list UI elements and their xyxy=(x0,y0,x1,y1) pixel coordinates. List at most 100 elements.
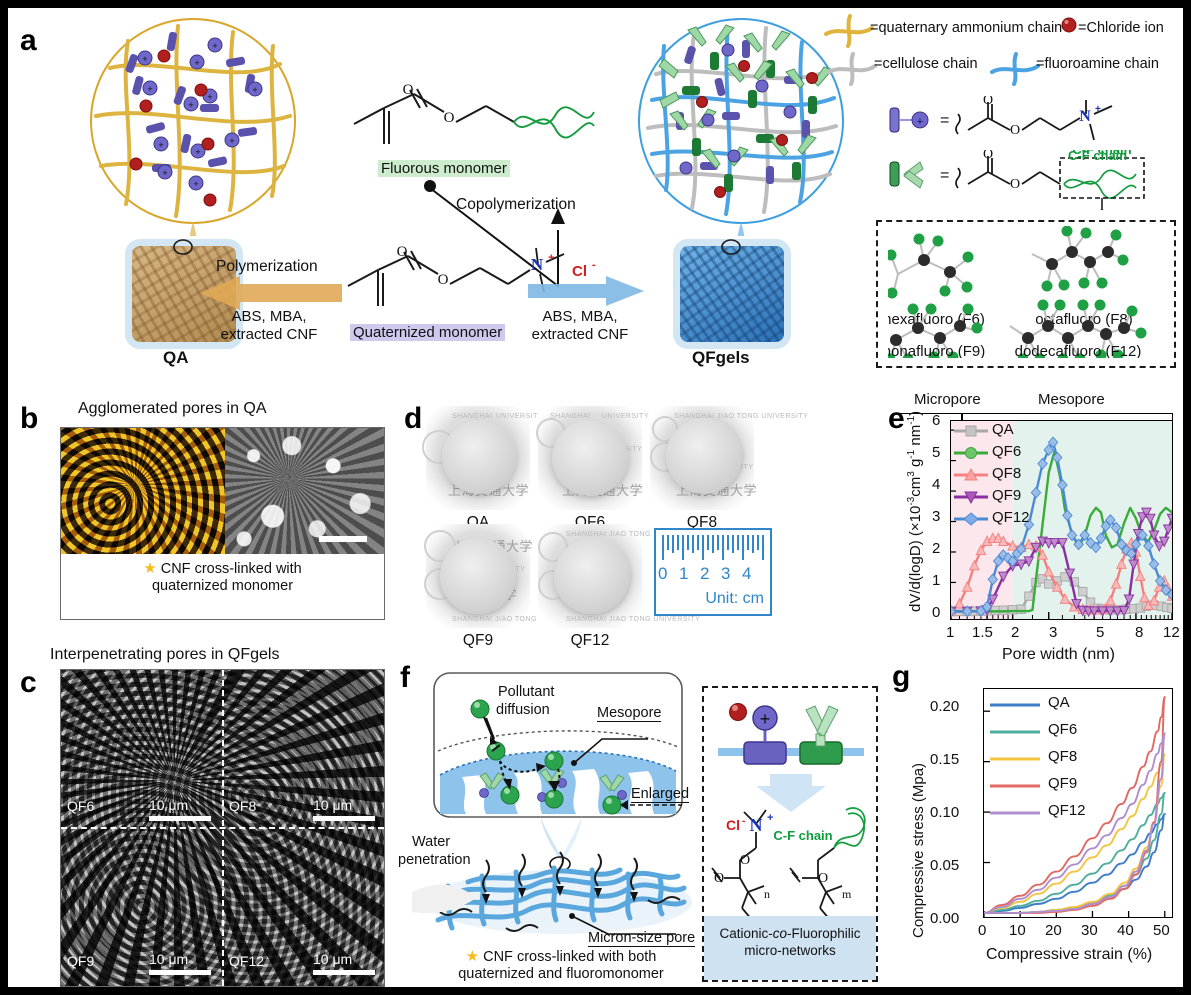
panel-e-ytick-4: 4 xyxy=(932,476,941,493)
reagents-left-line1: ABS, MBA, xyxy=(231,308,307,325)
micropore-band-label: Micropore xyxy=(914,391,981,408)
panel-c-letter: c xyxy=(20,666,37,699)
water-penetration-line2: penetration xyxy=(398,852,471,868)
panel-e-xtick-12: 12 xyxy=(1163,624,1180,641)
panel-g-legend-line-qa xyxy=(990,703,1040,707)
svg-text:=: = xyxy=(940,167,949,184)
water-penetration-line1: Water xyxy=(412,834,451,850)
copolymerization-label: Copolymerization xyxy=(456,196,576,213)
panel-e-legend-marker-qf6 xyxy=(954,447,988,459)
gel-photo-label-qf9: QF9 xyxy=(462,632,494,649)
ruler-number-3: 3 xyxy=(721,564,731,583)
panel-g-legend-label-qa: QA xyxy=(1048,694,1070,711)
svg-text:O: O xyxy=(444,110,455,126)
panel-e-xtick-8: 8 xyxy=(1135,624,1144,641)
panel-g-legend-label-qf9: QF9 xyxy=(1048,775,1078,792)
sem-scalebar-qf8 xyxy=(313,816,375,821)
svg-text:Cl: Cl xyxy=(572,263,587,280)
panel-e-letter: e xyxy=(888,402,905,435)
reagents-right-line2: extracted CNF xyxy=(531,326,629,343)
panel-e-legend-marker-qf12 xyxy=(954,512,988,526)
cellulose-chain-label: =cellulose chain xyxy=(874,56,978,72)
panel-g-xtick-10: 10 xyxy=(1009,922,1026,939)
svg-text:+: + xyxy=(188,100,193,110)
sem-tile-label-qf8: QF8 xyxy=(229,798,257,814)
gel-photo-label-qf12: QF12 xyxy=(570,632,610,649)
quaternary-chain-label: =quaternary ammonium chain xyxy=(870,20,1063,36)
fluorous-monomer-label: Fluorous monomer xyxy=(378,160,510,177)
svg-text:dodecafluoro (F12): dodecafluoro (F12) xyxy=(1015,343,1142,358)
qa-zoom-circle xyxy=(173,239,193,255)
svg-text:+: + xyxy=(193,179,198,189)
svg-text:+: + xyxy=(158,140,163,150)
panel-e-ytick-0: 0 xyxy=(932,604,941,621)
panel-c-sem-frame: QF6 10 μm QF8 10 μm QF9 10 μm QF12 10 μm xyxy=(60,669,385,987)
gel-photo-qa: SHANGHAI UNIVERSITY 交 RSITY 上海交通大学 xyxy=(422,406,543,510)
panel-f-inset-structure: + N + Cl - O O n xyxy=(711,703,866,932)
svg-text:-: - xyxy=(742,816,745,827)
qfgel-aerogel-cube xyxy=(680,246,784,342)
panel-e-ylabel: dV/d(logD) (×10-3cm3 g-1 nm-1) xyxy=(906,410,924,612)
svg-text:N: N xyxy=(531,255,544,274)
panel-g-ytick-005: 0.05 xyxy=(930,857,960,874)
svg-text:+: + xyxy=(548,252,554,264)
panel-g-legend-line-qf8 xyxy=(990,757,1040,761)
svg-text:N: N xyxy=(750,815,763,835)
panel-g-legend-line-qf6 xyxy=(990,730,1040,734)
sem-scale-text-qf8: 10 μm xyxy=(313,797,353,813)
quaternary-chain-icon xyxy=(824,14,874,48)
panel-e-xtick-1: 1 xyxy=(946,624,955,641)
sem-tile-label-qf6: QF6 xyxy=(67,798,95,814)
panel-f-inset-box xyxy=(702,686,878,982)
quaternized-monomer-label: Quaternized monomer xyxy=(350,324,506,341)
svg-text:+: + xyxy=(212,41,217,51)
polymerization-label: Polymerization xyxy=(216,258,318,275)
qfgels-label: QFgels xyxy=(692,348,750,367)
fluoro-molecules-box xyxy=(876,220,1176,368)
figure-canvas: a xyxy=(8,8,1183,987)
sem-scale-text-qf9: 10 μm xyxy=(149,951,189,967)
panel-g-legend-label-qf6: QF6 xyxy=(1048,721,1078,738)
qfgel-zoom-circle xyxy=(721,239,741,255)
panel-g-svg xyxy=(984,696,1166,917)
ruler-number-0: 0 xyxy=(658,564,668,583)
micron-size-pore-label: Micron-size pore xyxy=(588,930,696,947)
fluoro-block-structure: = O O C-F chain xyxy=(889,150,1145,210)
gel-photo-qf8: SHANGHAI JIAO TONG UNIVERSITY 交 VERSITY … xyxy=(650,406,808,510)
panel-e-legend-label-qf8: QF8 xyxy=(992,465,1022,482)
panel-g-plot xyxy=(983,688,1173,918)
panel-g-xtick-40: 40 xyxy=(1117,922,1134,939)
panel-g-ytick-000: 0.00 xyxy=(930,910,960,927)
mesopore-label: Mesopore xyxy=(597,705,662,722)
panel-f-inset-caption: Cationic-co-Fluorophilic micro-networks xyxy=(719,926,861,958)
panel-g-xtick-20: 20 xyxy=(1045,922,1062,939)
panel-g-legend-label-qf8: QF8 xyxy=(1048,748,1078,765)
panel-e-xtick-2: 2 xyxy=(1011,624,1020,641)
copolymerization-arrow xyxy=(528,276,644,306)
gel-photo-qf12: SHANGHAI JIAO TONG SHANGHAI JIAO TONG UN… xyxy=(538,524,700,628)
panel-g-xtick-50: 50 xyxy=(1153,922,1170,939)
ruler-number-2: 2 xyxy=(700,564,710,583)
panel-e-xlabel: Pore width (nm) xyxy=(1002,646,1115,663)
panel-g-ytick-020: 0.20 xyxy=(930,698,960,715)
panel-g-ytick-015: 0.15 xyxy=(930,751,960,768)
svg-text:+: + xyxy=(207,92,212,102)
panel-e-ytick-3: 3 xyxy=(932,508,941,525)
ruler-number-4: 4 xyxy=(742,564,752,583)
pollutant-label-line1: Pollutant xyxy=(498,684,555,700)
gel-photo-label-qf8: QF8 xyxy=(686,514,718,531)
svg-text:+: + xyxy=(229,136,234,146)
svg-text:Cl: Cl xyxy=(726,817,740,833)
panel-e-legend-marker-qa xyxy=(954,425,988,437)
micropore-bracket xyxy=(900,413,962,420)
panel-b-sem-frame: ★ CNF cross-linked with quaternized mono… xyxy=(60,427,385,620)
panel-e-xtick-15: 1.5 xyxy=(972,624,993,641)
gel-photo-qf9: 上海交通大学 VERSITY 大学 SHANGHAI JIAO TONG UNI… xyxy=(424,524,586,628)
svg-text:O: O xyxy=(1010,177,1020,192)
panel-g-legend-label-qf12: QF12 xyxy=(1048,802,1086,819)
svg-text:+: + xyxy=(142,54,147,64)
svg-text:C-F chain: C-F chain xyxy=(773,828,832,843)
pollutant-label-line2: diffusion xyxy=(496,702,550,718)
fluoro-molecule-diagrams: hexafluoro (F6) octafluoro (F8) xyxy=(888,226,1147,358)
svg-text:O: O xyxy=(740,853,750,868)
